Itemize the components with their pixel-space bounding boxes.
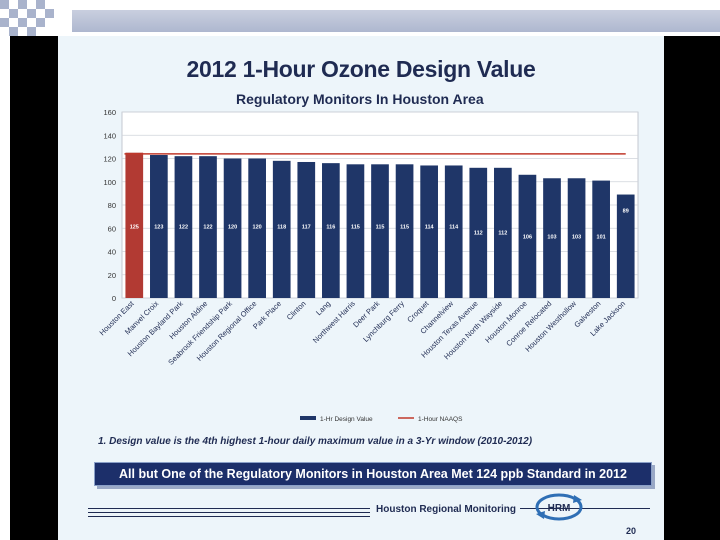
data-label: 116 bbox=[326, 224, 335, 230]
bar bbox=[272, 160, 291, 298]
bar bbox=[248, 158, 266, 298]
bar bbox=[346, 164, 365, 298]
hrm-logo-icon: HRM bbox=[535, 493, 583, 521]
bar bbox=[616, 194, 635, 298]
legend-label-naaqs: 1-Hour NAAQS bbox=[418, 416, 463, 423]
data-label: 106 bbox=[523, 234, 532, 240]
x-tick-label: Clinton bbox=[285, 299, 308, 322]
bar bbox=[371, 164, 389, 298]
data-label: 103 bbox=[547, 234, 556, 240]
data-label: 114 bbox=[449, 224, 459, 230]
bar bbox=[543, 178, 561, 298]
bar bbox=[150, 155, 168, 298]
slide-title: 2012 1-Hour Ozone Design Value bbox=[186, 56, 536, 82]
bar bbox=[174, 156, 193, 298]
data-label: 115 bbox=[376, 224, 385, 230]
bar bbox=[420, 165, 438, 298]
data-label: 112 bbox=[474, 230, 483, 236]
data-label: 103 bbox=[572, 234, 581, 240]
summary-banner: All but One of the Regulatory Monitors i… bbox=[94, 462, 652, 486]
y-tick-label: 120 bbox=[103, 155, 116, 164]
bar bbox=[125, 152, 144, 298]
y-tick-label: 100 bbox=[103, 178, 116, 187]
data-label: 125 bbox=[130, 224, 139, 230]
slide-subtitle: Regulatory Monitors In Houston Area bbox=[236, 91, 484, 107]
bar bbox=[469, 167, 488, 298]
footer-rule bbox=[88, 512, 370, 513]
data-label: 120 bbox=[228, 224, 237, 230]
y-tick-label: 0 bbox=[112, 294, 116, 303]
bar bbox=[494, 167, 512, 298]
y-tick-label: 160 bbox=[103, 108, 116, 117]
y-tick-label: 60 bbox=[108, 224, 116, 233]
bar bbox=[223, 158, 242, 298]
y-tick-label: 40 bbox=[108, 248, 116, 257]
hrm-logo-text: HRM bbox=[548, 503, 571, 514]
y-tick-label: 80 bbox=[108, 201, 116, 210]
bar bbox=[444, 165, 463, 298]
checker-decoration bbox=[0, 0, 110, 36]
right-border bbox=[664, 36, 720, 540]
bar bbox=[395, 164, 414, 298]
data-label: 117 bbox=[302, 224, 311, 230]
x-tick-label: Lang bbox=[314, 299, 332, 317]
bar bbox=[518, 174, 537, 298]
legend-swatch-design-value bbox=[300, 416, 316, 420]
slide: 2012 1-Hour Ozone Design Value Regulator… bbox=[58, 36, 664, 540]
data-label: 122 bbox=[203, 224, 212, 230]
data-label: 112 bbox=[498, 230, 507, 236]
data-label: 114 bbox=[425, 224, 435, 230]
footer-rule bbox=[520, 508, 650, 509]
footnote: 1. Design value is the 4th highest 1-hou… bbox=[98, 436, 533, 447]
data-label: 89 bbox=[623, 209, 629, 215]
footer-rule bbox=[88, 508, 370, 509]
left-border bbox=[10, 36, 58, 540]
bar bbox=[199, 156, 217, 298]
y-tick-label: 140 bbox=[103, 131, 116, 140]
legend-label-design-value: 1-Hr Design Value bbox=[320, 416, 373, 423]
data-label: 120 bbox=[253, 224, 262, 230]
data-label: 115 bbox=[351, 224, 360, 230]
data-label: 101 bbox=[597, 234, 606, 240]
data-label: 122 bbox=[179, 224, 188, 230]
data-label: 115 bbox=[400, 224, 409, 230]
page-number: 20 bbox=[626, 526, 637, 536]
org-name: Houston Regional Monitoring bbox=[376, 504, 516, 515]
bar bbox=[297, 161, 316, 298]
bar bbox=[322, 163, 340, 298]
y-tick-label: 20 bbox=[108, 271, 116, 280]
bar bbox=[592, 180, 610, 298]
bar bbox=[567, 178, 586, 298]
data-label: 118 bbox=[277, 224, 286, 230]
data-label: 123 bbox=[154, 224, 163, 230]
footer-rule bbox=[88, 516, 370, 517]
header-decoration-bar bbox=[72, 10, 720, 32]
